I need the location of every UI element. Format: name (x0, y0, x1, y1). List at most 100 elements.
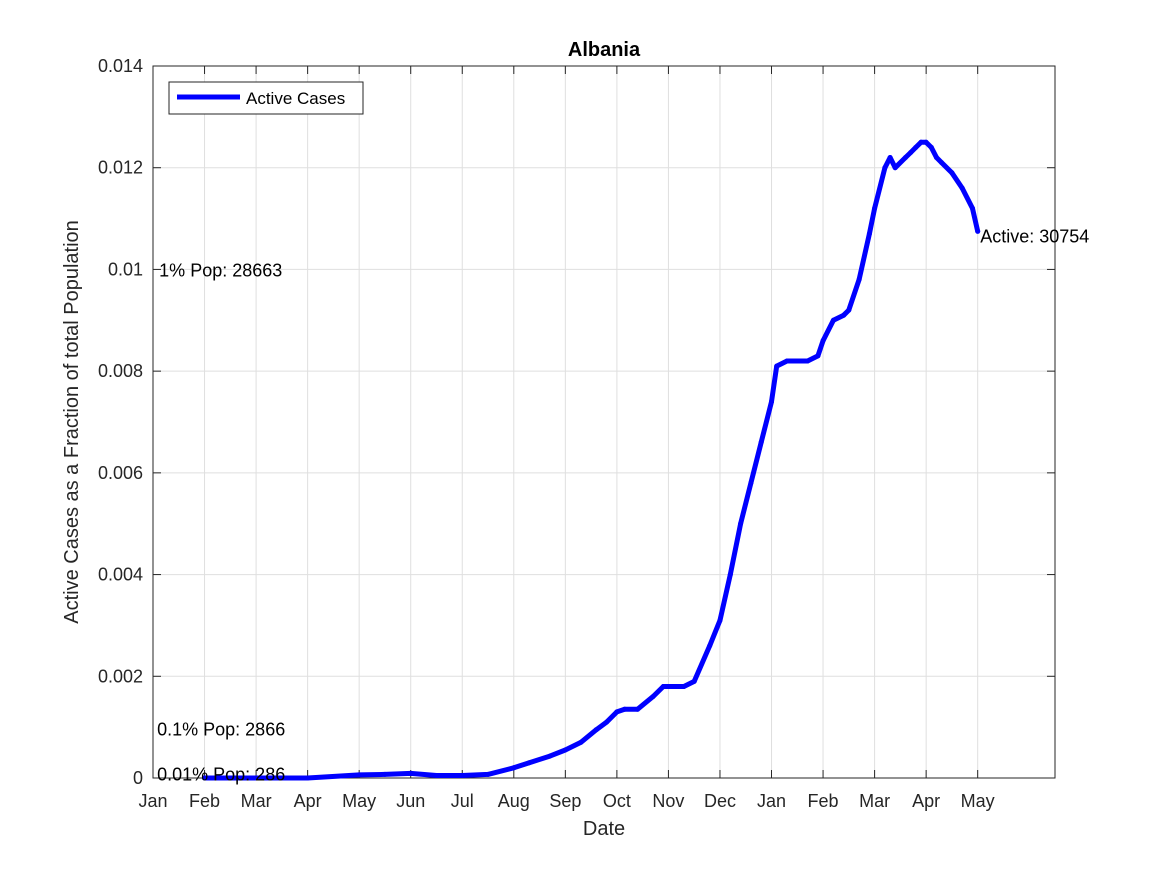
y-tick-label: 0 (133, 768, 143, 788)
data-point (604, 719, 610, 725)
series-layer (202, 139, 981, 781)
x-tick-label: Apr (294, 791, 322, 811)
data-point (892, 165, 898, 171)
x-axis-label: Date (583, 818, 625, 840)
data-point (614, 709, 620, 715)
x-tick-label: Jan (138, 791, 167, 811)
x-tick-label: Feb (808, 791, 839, 811)
y-tick-label: 0.01 (108, 259, 143, 279)
data-point (562, 747, 568, 753)
x-tick-label: Sep (549, 791, 581, 811)
data-point (887, 155, 893, 160)
data-point (820, 338, 826, 344)
axes (152, 65, 1056, 779)
data-point (934, 155, 939, 160)
data-point (908, 150, 914, 155)
x-tick-label: Jan (757, 791, 786, 811)
data-point (784, 358, 790, 364)
data-point (305, 775, 311, 781)
x-tick-label: May (342, 791, 376, 811)
data-point (923, 139, 929, 145)
data-point (202, 775, 207, 781)
chart-title: Albania (568, 39, 641, 61)
y-tick-label: 0.002 (98, 666, 143, 686)
data-point (253, 775, 259, 781)
annotation-label: Active: 30754 (980, 226, 1089, 246)
data-point (949, 170, 955, 176)
data-point (511, 765, 517, 771)
y-axis-label: Active Cases as a Fraction of total Popu… (61, 220, 83, 624)
data-point (939, 160, 945, 166)
grid (153, 66, 1055, 778)
data-point (727, 572, 733, 578)
data-point (830, 317, 836, 323)
data-point (408, 770, 414, 776)
data-point (928, 144, 934, 150)
y-tick-label: 0.004 (98, 565, 143, 585)
tick-labels: Jan Feb Mar Apr May Jun Jul Aug Sep Oct Nov Dec Jan F… (98, 56, 995, 811)
x-tick-label: Dec (704, 791, 736, 811)
x-tick-label: Mar (241, 791, 272, 811)
data-point (856, 277, 862, 283)
data-point (707, 643, 713, 649)
data-point (975, 228, 981, 234)
data-point (681, 684, 687, 689)
data-point (547, 753, 553, 759)
data-point (738, 521, 744, 527)
legend-label-active-cases: Active Cases (246, 89, 345, 108)
x-tick-label: Oct (603, 791, 631, 811)
data-point (622, 706, 628, 712)
annotation-label: 0.1% Pop: 2866 (157, 720, 285, 740)
data-point (846, 307, 852, 313)
y-tick-label: 0.008 (98, 361, 143, 381)
annotation-label: 1% Pop: 28663 (159, 260, 282, 280)
data-point (872, 205, 878, 211)
data-point (918, 139, 924, 145)
x-tick-label: Apr (912, 791, 940, 811)
data-point (593, 727, 599, 733)
data-point (866, 231, 872, 237)
x-tick-label: Nov (652, 791, 684, 811)
data-point (356, 772, 362, 778)
data-point (717, 617, 723, 623)
data-point (769, 399, 774, 405)
data-point (660, 684, 666, 689)
data-point (459, 773, 465, 778)
data-point (485, 771, 491, 777)
x-tick-label: May (961, 791, 995, 811)
data-point (665, 684, 671, 689)
data-point (526, 760, 532, 766)
data-point (794, 358, 800, 364)
data-point (959, 185, 965, 191)
data-point (970, 205, 975, 211)
x-tick-label: Jul (451, 791, 474, 811)
data-point (913, 144, 919, 150)
data-point (841, 312, 847, 318)
data-point (903, 155, 908, 160)
y-tick-label: 0.006 (98, 463, 143, 483)
data-point (815, 353, 821, 359)
data-point (691, 678, 697, 684)
x-tick-label: Jun (396, 791, 425, 811)
legend: Active Cases (168, 81, 364, 115)
data-point (578, 739, 584, 745)
x-tick-label: Mar (859, 791, 890, 811)
data-point (382, 771, 388, 777)
x-tick-label: Aug (498, 791, 530, 811)
y-tick-label: 0.014 (98, 56, 143, 76)
axes-box (152, 65, 1056, 779)
data-point (774, 363, 780, 369)
data-point (758, 439, 764, 445)
data-point (434, 773, 439, 778)
y-tick-label: 0.012 (98, 158, 143, 178)
data-point (805, 358, 811, 364)
data-point (635, 706, 640, 712)
annotations: Active: 30754 1% Pop: 28663 0.1% Pop: 2866… (157, 226, 1089, 784)
plot-area (153, 66, 1055, 778)
data-point (748, 480, 754, 486)
data-point (882, 165, 888, 171)
x-tick-label: Feb (189, 791, 220, 811)
data-point (671, 684, 677, 689)
data-point (650, 694, 656, 700)
